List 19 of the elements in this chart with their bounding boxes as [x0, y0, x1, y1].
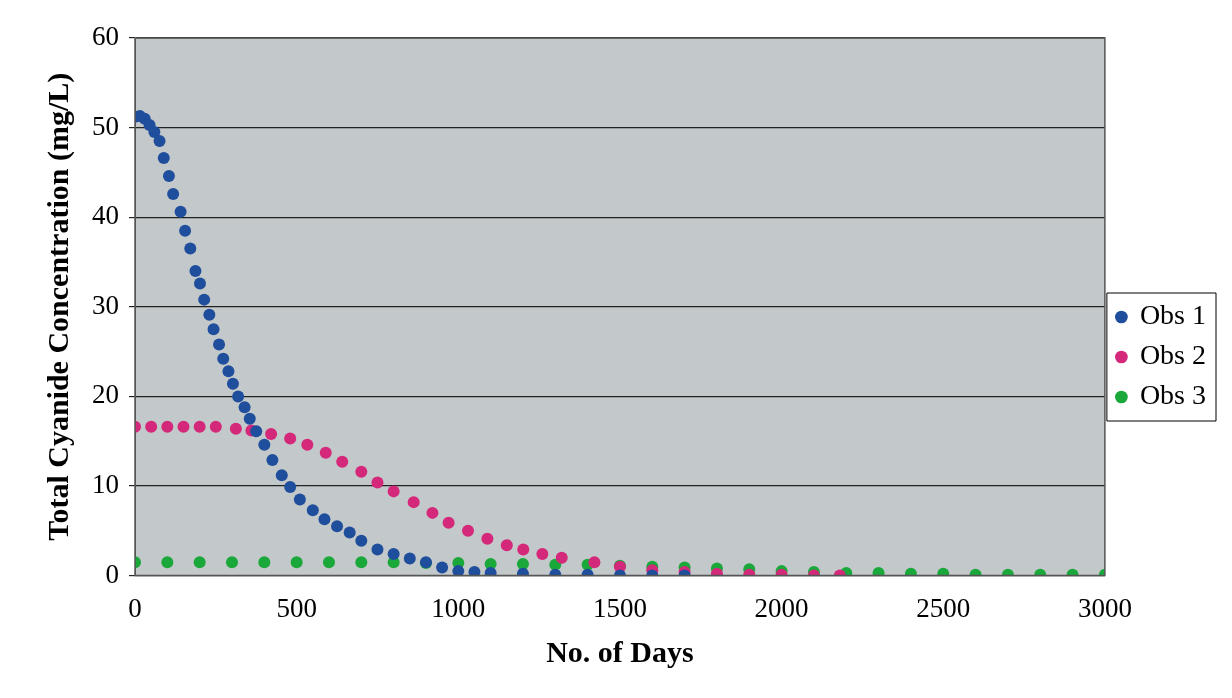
legend-label: Obs 3 — [1139, 379, 1207, 411]
x-tick-label: 2000 — [754, 592, 809, 623]
x-tick-label: 0 — [128, 592, 142, 623]
y-tick-label: 60 — [92, 21, 119, 52]
x-tick-label: 500 — [276, 592, 317, 623]
x-tick-label: 1500 — [592, 592, 647, 623]
y-tick-label: 0 — [105, 558, 119, 589]
x-tick-label: 1000 — [431, 592, 486, 623]
y-tick-label: 40 — [92, 200, 119, 231]
x-axis-title: No. of Days — [546, 634, 694, 668]
x-tick-label: 2500 — [916, 592, 971, 623]
legend-label: Obs 1 — [1139, 299, 1207, 331]
y-tick-label: 20 — [92, 379, 119, 410]
legend-label: Obs 2 — [1139, 339, 1207, 371]
y-tick-label: 50 — [92, 110, 119, 141]
y-axis-title: Total Cyanide Concentration (mg/L) — [40, 72, 75, 541]
y-tick-label: 10 — [92, 469, 119, 500]
x-tick-label: 3000 — [1077, 592, 1132, 623]
y-tick-label: 30 — [92, 289, 119, 320]
